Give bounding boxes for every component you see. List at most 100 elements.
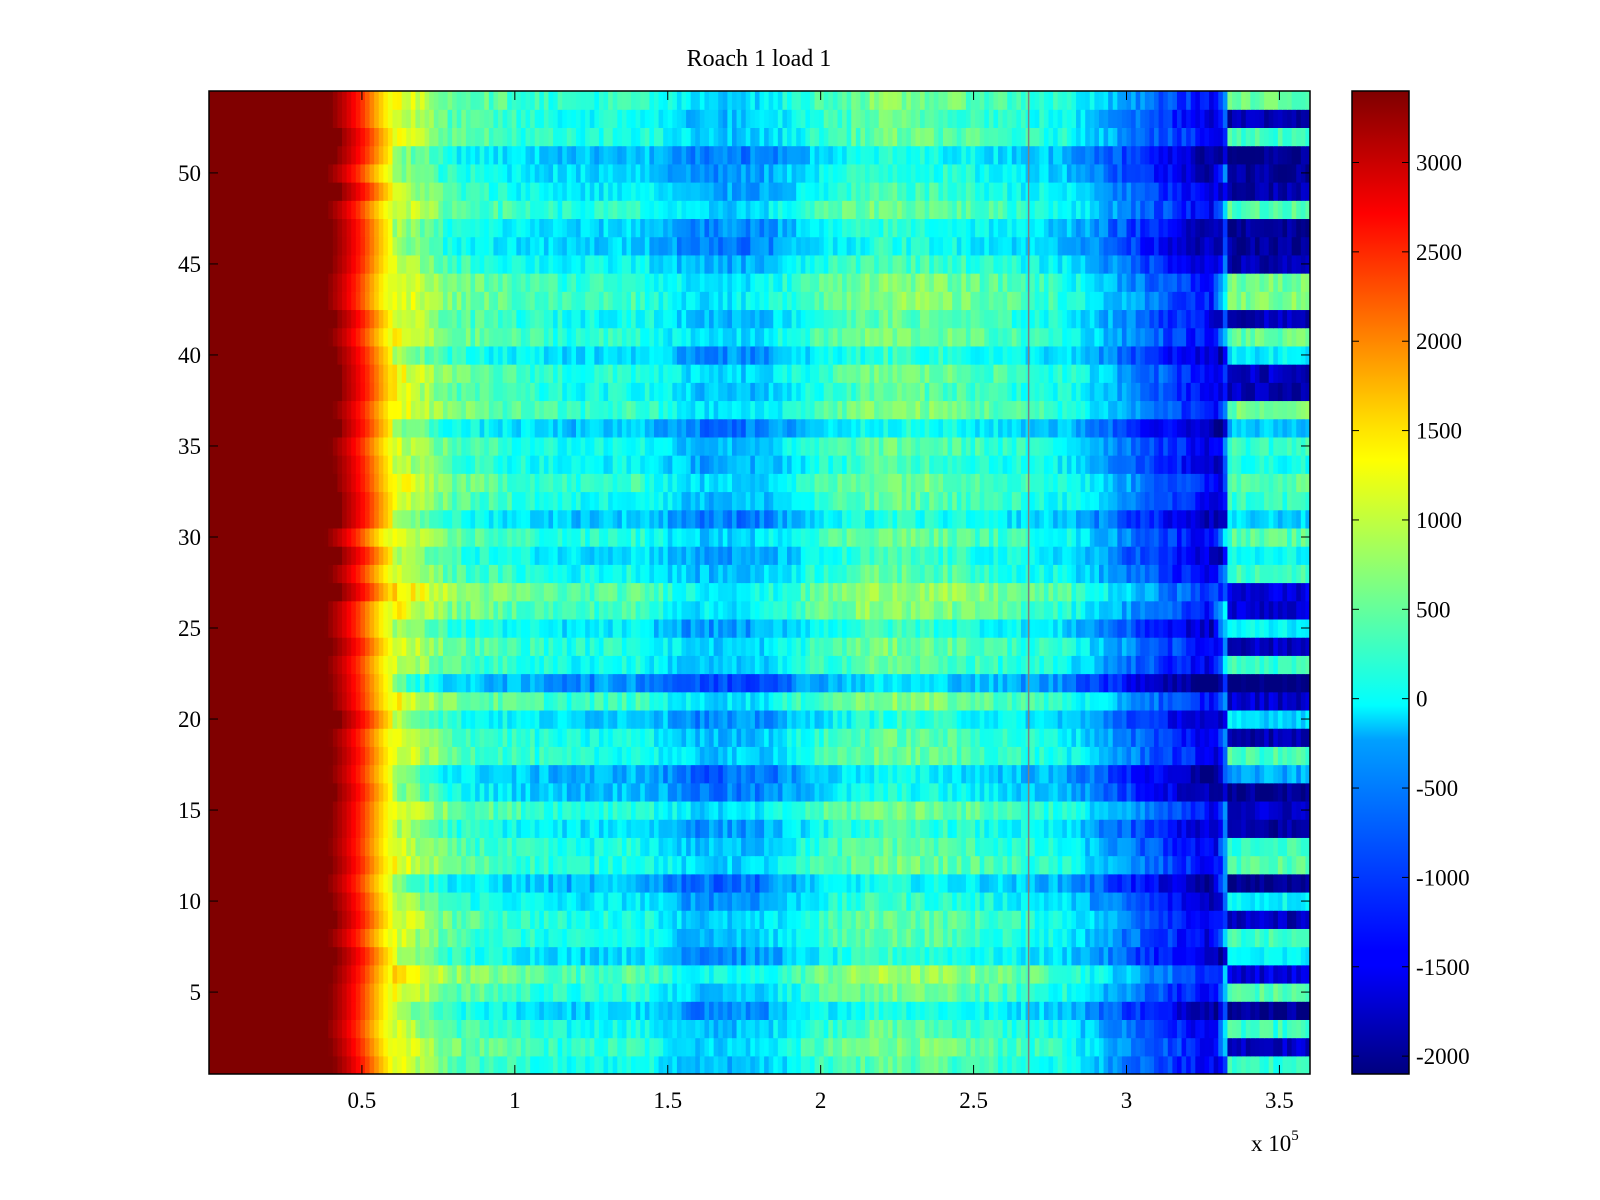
heatmap-cell [328, 1037, 334, 1057]
heatmap-cell [218, 709, 224, 729]
heatmap-cell [768, 873, 774, 893]
heatmap-cell [887, 891, 894, 911]
heatmap-cell [351, 782, 357, 802]
heatmap-cell [933, 964, 940, 984]
heatmap-cell [704, 946, 710, 966]
heatmap-cell [300, 746, 306, 766]
heatmap-cell [268, 709, 274, 729]
heatmap-cell [681, 764, 687, 784]
heatmap-cell [1186, 982, 1192, 1002]
heatmap-cell [970, 746, 976, 766]
heatmap-cell [1103, 982, 1109, 1002]
heatmap-cell [1291, 1019, 1297, 1039]
heatmap-cell [227, 964, 233, 984]
heatmap-cell [1016, 1037, 1022, 1057]
heatmap-cell [314, 819, 320, 838]
heatmap-cell [1053, 946, 1059, 966]
heatmap-cell [975, 819, 981, 838]
heatmap-cell [1172, 910, 1178, 929]
heatmap-cell [1300, 964, 1307, 984]
heatmap-cell [832, 891, 839, 911]
heatmap-cell [695, 1055, 701, 1074]
heatmap-cell [649, 964, 655, 984]
heatmap-cell [1232, 982, 1238, 1002]
heatmap-cell [631, 855, 637, 875]
heatmap-cell [291, 837, 297, 857]
heatmap-cell [1080, 855, 1086, 875]
heatmap-cell [984, 910, 990, 929]
heatmap-cell [305, 709, 311, 729]
heatmap-cell [640, 873, 646, 893]
heatmap-cell [699, 910, 706, 929]
heatmap-cell [998, 764, 1004, 784]
heatmap-cell [456, 873, 462, 893]
heatmap-cell [438, 746, 444, 766]
heatmap-cell [1163, 855, 1169, 875]
heatmap-cell [1254, 1019, 1261, 1039]
heatmap-cell [1149, 964, 1155, 984]
heatmap-cell [1250, 855, 1256, 875]
heatmap-cell [1140, 982, 1146, 1002]
heatmap-cell [305, 764, 311, 784]
heatmap-cell [695, 891, 701, 911]
heatmap-cell [1236, 1001, 1242, 1020]
heatmap-cell [612, 709, 618, 729]
heatmap-cell [938, 691, 944, 711]
heatmap-cell [420, 946, 426, 966]
heatmap-cell [479, 782, 485, 802]
heatmap-cell [543, 910, 550, 929]
heatmap-cell [727, 1019, 733, 1039]
heatmap-cell [1135, 746, 1141, 766]
heatmap-cell [644, 746, 650, 766]
heatmap-cell [268, 891, 274, 911]
heatmap-cell [1094, 964, 1100, 984]
heatmap-cell [319, 709, 325, 729]
heatmap-cell [938, 782, 944, 802]
heatmap-cell [860, 891, 866, 911]
heatmap-cell [1277, 928, 1284, 948]
heatmap-cell [250, 782, 256, 802]
heatmap-cell [488, 964, 495, 984]
heatmap-cell [1176, 746, 1183, 766]
heatmap-cell [433, 691, 439, 711]
heatmap-cell [1030, 855, 1036, 875]
heatmap-cell [915, 1001, 921, 1020]
heatmap-cell [713, 1037, 719, 1057]
heatmap-cell [392, 928, 398, 948]
heatmap-cell [1163, 709, 1169, 729]
heatmap-cell [1232, 1019, 1238, 1039]
heatmap-cell [631, 928, 637, 948]
heatmap-cell [498, 782, 504, 802]
heatmap-cell [855, 982, 862, 1002]
heatmap-cell [553, 746, 559, 766]
heatmap-cell [846, 819, 852, 838]
heatmap-cell [663, 764, 669, 784]
heatmap-cell [502, 1037, 508, 1057]
heatmap-cell [1186, 819, 1192, 838]
heatmap-cell [1103, 764, 1109, 784]
heatmap-cell [1241, 928, 1247, 948]
heatmap-cell [576, 1019, 582, 1039]
heatmap-cell [906, 764, 912, 784]
heatmap-cell [819, 837, 825, 857]
heatmap-cell [1030, 746, 1036, 766]
heatmap-cell [1144, 946, 1151, 966]
heatmap-cell [745, 1001, 751, 1020]
heatmap-cell [245, 837, 251, 857]
heatmap-cell [374, 764, 380, 784]
heatmap-cell [534, 800, 540, 820]
heatmap-cell [594, 709, 600, 729]
heatmap-cell [530, 728, 536, 747]
heatmap-cell [874, 709, 880, 729]
heatmap-cell [576, 709, 582, 729]
heatmap-cell [498, 1001, 504, 1020]
heatmap-cell [998, 946, 1004, 966]
heatmap-cell [1154, 873, 1160, 893]
heatmap-cell [392, 746, 398, 766]
heatmap-cell [1048, 837, 1054, 857]
heatmap-cell [699, 873, 706, 893]
heatmap-cell [998, 855, 1004, 875]
heatmap-cell [250, 982, 256, 1002]
heatmap-cell [1259, 1019, 1265, 1039]
heatmap-cell [988, 728, 995, 747]
